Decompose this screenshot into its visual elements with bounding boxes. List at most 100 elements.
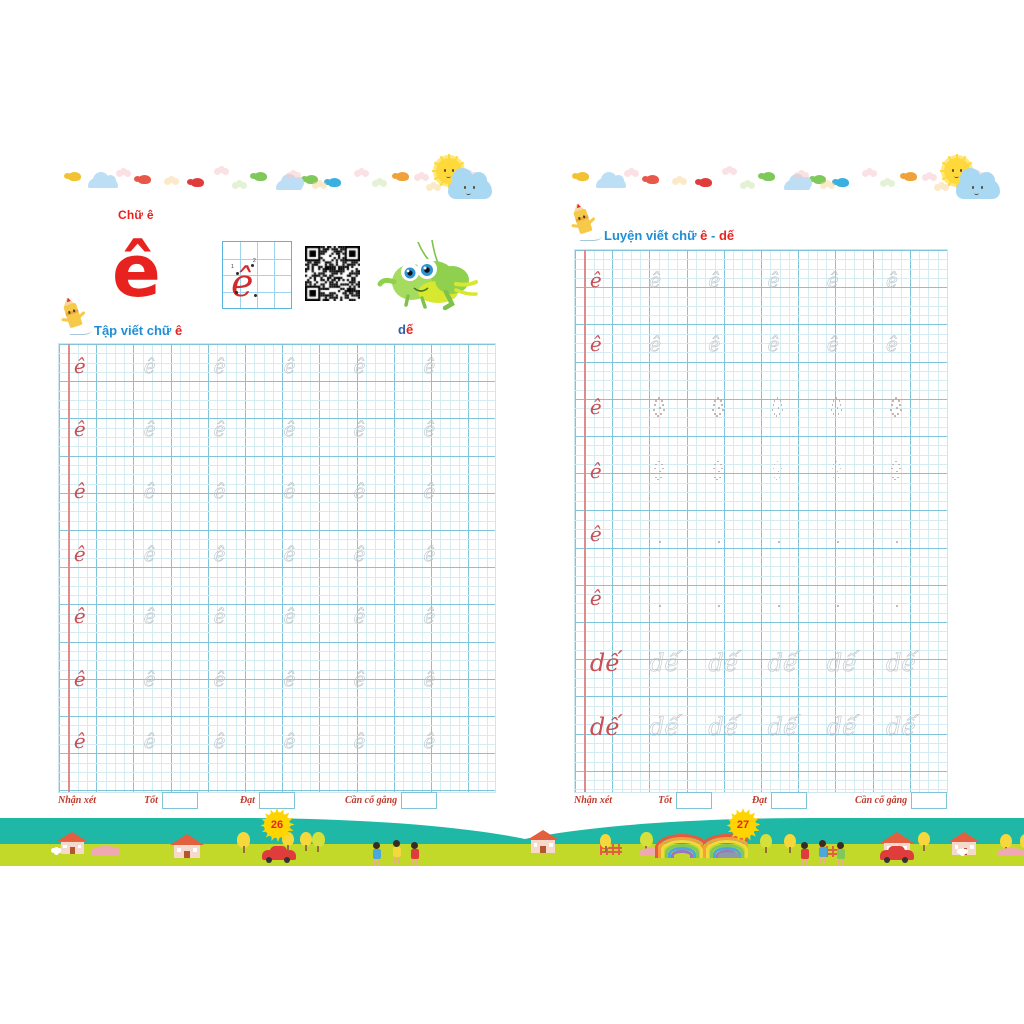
- grid-row-line: [59, 669, 495, 671]
- grid-column-line: [668, 250, 669, 792]
- qr-code[interactable]: [305, 246, 360, 301]
- rating-option-tot-left: Tốt: [144, 794, 158, 806]
- grid-row-line: [59, 743, 495, 745]
- grid-row-line: [59, 530, 495, 531]
- grid-row-line: [575, 612, 947, 614]
- trace-glyph: dế: [767, 649, 798, 677]
- trace-glyph: ê: [283, 729, 296, 753]
- bird-icon: [900, 172, 917, 181]
- rating-label-right: Nhận xét: [574, 794, 613, 806]
- grid-row-line: [59, 641, 495, 643]
- rating-checkbox-tot-left[interactable]: [161, 791, 198, 809]
- flower-icon: [794, 170, 809, 179]
- grid-row-line: [575, 463, 947, 465]
- child-icon: [836, 842, 846, 866]
- writing-sheet-right[interactable]: ê ê ê ê ê ê ê ê ê ê ê ê ê ê ê ê dế dế dế dế dế dế dế dế dế dế dế dế: [574, 249, 948, 793]
- grid-row-line: [59, 492, 495, 494]
- grid-row-line: [59, 502, 495, 504]
- top-decorative-border-right: [566, 154, 1002, 202]
- grid-row-line: [59, 362, 495, 364]
- grid-column-line: [621, 250, 623, 792]
- trace-glyph: ê: [423, 729, 436, 753]
- grid-row-line: [575, 333, 947, 335]
- trace-glyph: ê: [886, 331, 898, 356]
- grid-column-line: [826, 250, 828, 792]
- grid-row-line: [575, 343, 947, 344]
- grid-column-line: [640, 250, 642, 792]
- trace-glyph: ê: [213, 416, 226, 441]
- bird-icon: [832, 178, 849, 187]
- grid-row-line: [59, 409, 495, 411]
- trace-glyph: dế: [708, 649, 739, 677]
- bottom-scenery: [0, 804, 1024, 866]
- grid-row-line: [59, 353, 495, 355]
- grid-column-line: [723, 250, 725, 792]
- grid-row-line: [59, 613, 495, 615]
- tree-icon: [760, 834, 772, 853]
- model-glyph: ê: [589, 585, 602, 610]
- trace-glyph: ê: [143, 416, 156, 441]
- tree-icon: [918, 832, 930, 851]
- bird-icon: [809, 175, 826, 184]
- rating-checkbox-dat-right[interactable]: [770, 791, 807, 809]
- grid-row-line: [575, 649, 947, 651]
- bird-icon: [758, 172, 775, 181]
- grid-row-line: [575, 501, 947, 503]
- grid-row-line: [575, 259, 947, 261]
- grid-row-line: [59, 483, 495, 485]
- flower-icon: [54, 847, 59, 852]
- grid-column-line: [677, 250, 679, 792]
- dotted-guide-glyph: [888, 397, 904, 419]
- start-dot-marker: [659, 604, 662, 607]
- bird-icon: [64, 172, 81, 181]
- left-section-title-text: Tập viết chữ: [94, 323, 172, 338]
- trace-glyph: ê: [213, 541, 226, 566]
- bird-icon: [301, 175, 318, 184]
- car-icon: [262, 846, 296, 863]
- model-glyph: ê: [73, 354, 86, 378]
- trace-glyph: ê: [213, 604, 226, 628]
- model-glyph: ê: [589, 522, 602, 546]
- model-glyph: dế: [589, 712, 621, 741]
- grid-column-line: [742, 250, 744, 792]
- rating-option-dat-left: Đạt: [239, 794, 255, 806]
- grid-row-line: [59, 418, 495, 420]
- grid-row-line: [575, 705, 947, 707]
- rating-label-left: Nhận xét: [58, 794, 97, 806]
- model-glyph: ê: [589, 458, 602, 483]
- flower-icon: [862, 168, 877, 177]
- grid-column-line: [872, 250, 874, 792]
- rating-checkbox-cancogang-left[interactable]: [401, 791, 438, 809]
- writing-sheet-left[interactable]: ê ê ê ê ê ê ê ê ê ê ê ê ê ê ê ê ê ê ê ê ê ê ê ê ê ê ê ê ê ê ê ê ê ê ê ê ê ê ê ê…: [58, 343, 496, 793]
- grid-row-line: [575, 659, 947, 661]
- flower-icon: [624, 168, 639, 177]
- grid-row-line: [59, 567, 495, 569]
- grid-row-line: [59, 511, 495, 513]
- grasshopper-illustration: [372, 236, 478, 318]
- grid-row-line: [575, 677, 947, 679]
- start-dot-marker: [836, 541, 839, 543]
- grid-row-line: [575, 361, 947, 363]
- grid-row-line: [575, 445, 947, 447]
- trace-glyph: ê: [708, 331, 721, 356]
- rating-checkbox-cancogang-right[interactable]: [911, 791, 948, 809]
- grid-row-line: [575, 305, 947, 307]
- trace-glyph: dế: [826, 649, 858, 677]
- bird-icon: [134, 175, 151, 184]
- trace-glyph: ê: [283, 666, 296, 691]
- grid-row-line: [575, 742, 947, 744]
- right-section-title-separator: -: [710, 228, 716, 243]
- grid-row-line: [575, 594, 947, 596]
- grid-column-line: [779, 250, 781, 792]
- page-number-badge-right: 27: [725, 807, 761, 843]
- child-icon: [800, 842, 810, 866]
- trace-glyph: ê: [826, 331, 839, 356]
- trace-glyph: ê: [423, 666, 436, 691]
- bird-icon: [642, 175, 659, 184]
- pencil-trail-right: [580, 228, 602, 241]
- rating-checkbox-tot-right[interactable]: [675, 791, 712, 809]
- grid-row-line: [59, 604, 495, 606]
- rating-option-dat-right: Đạt: [751, 794, 767, 806]
- bird-icon: [250, 172, 267, 181]
- right-section-title: Luyện viết chữ ê - dế: [604, 228, 734, 243]
